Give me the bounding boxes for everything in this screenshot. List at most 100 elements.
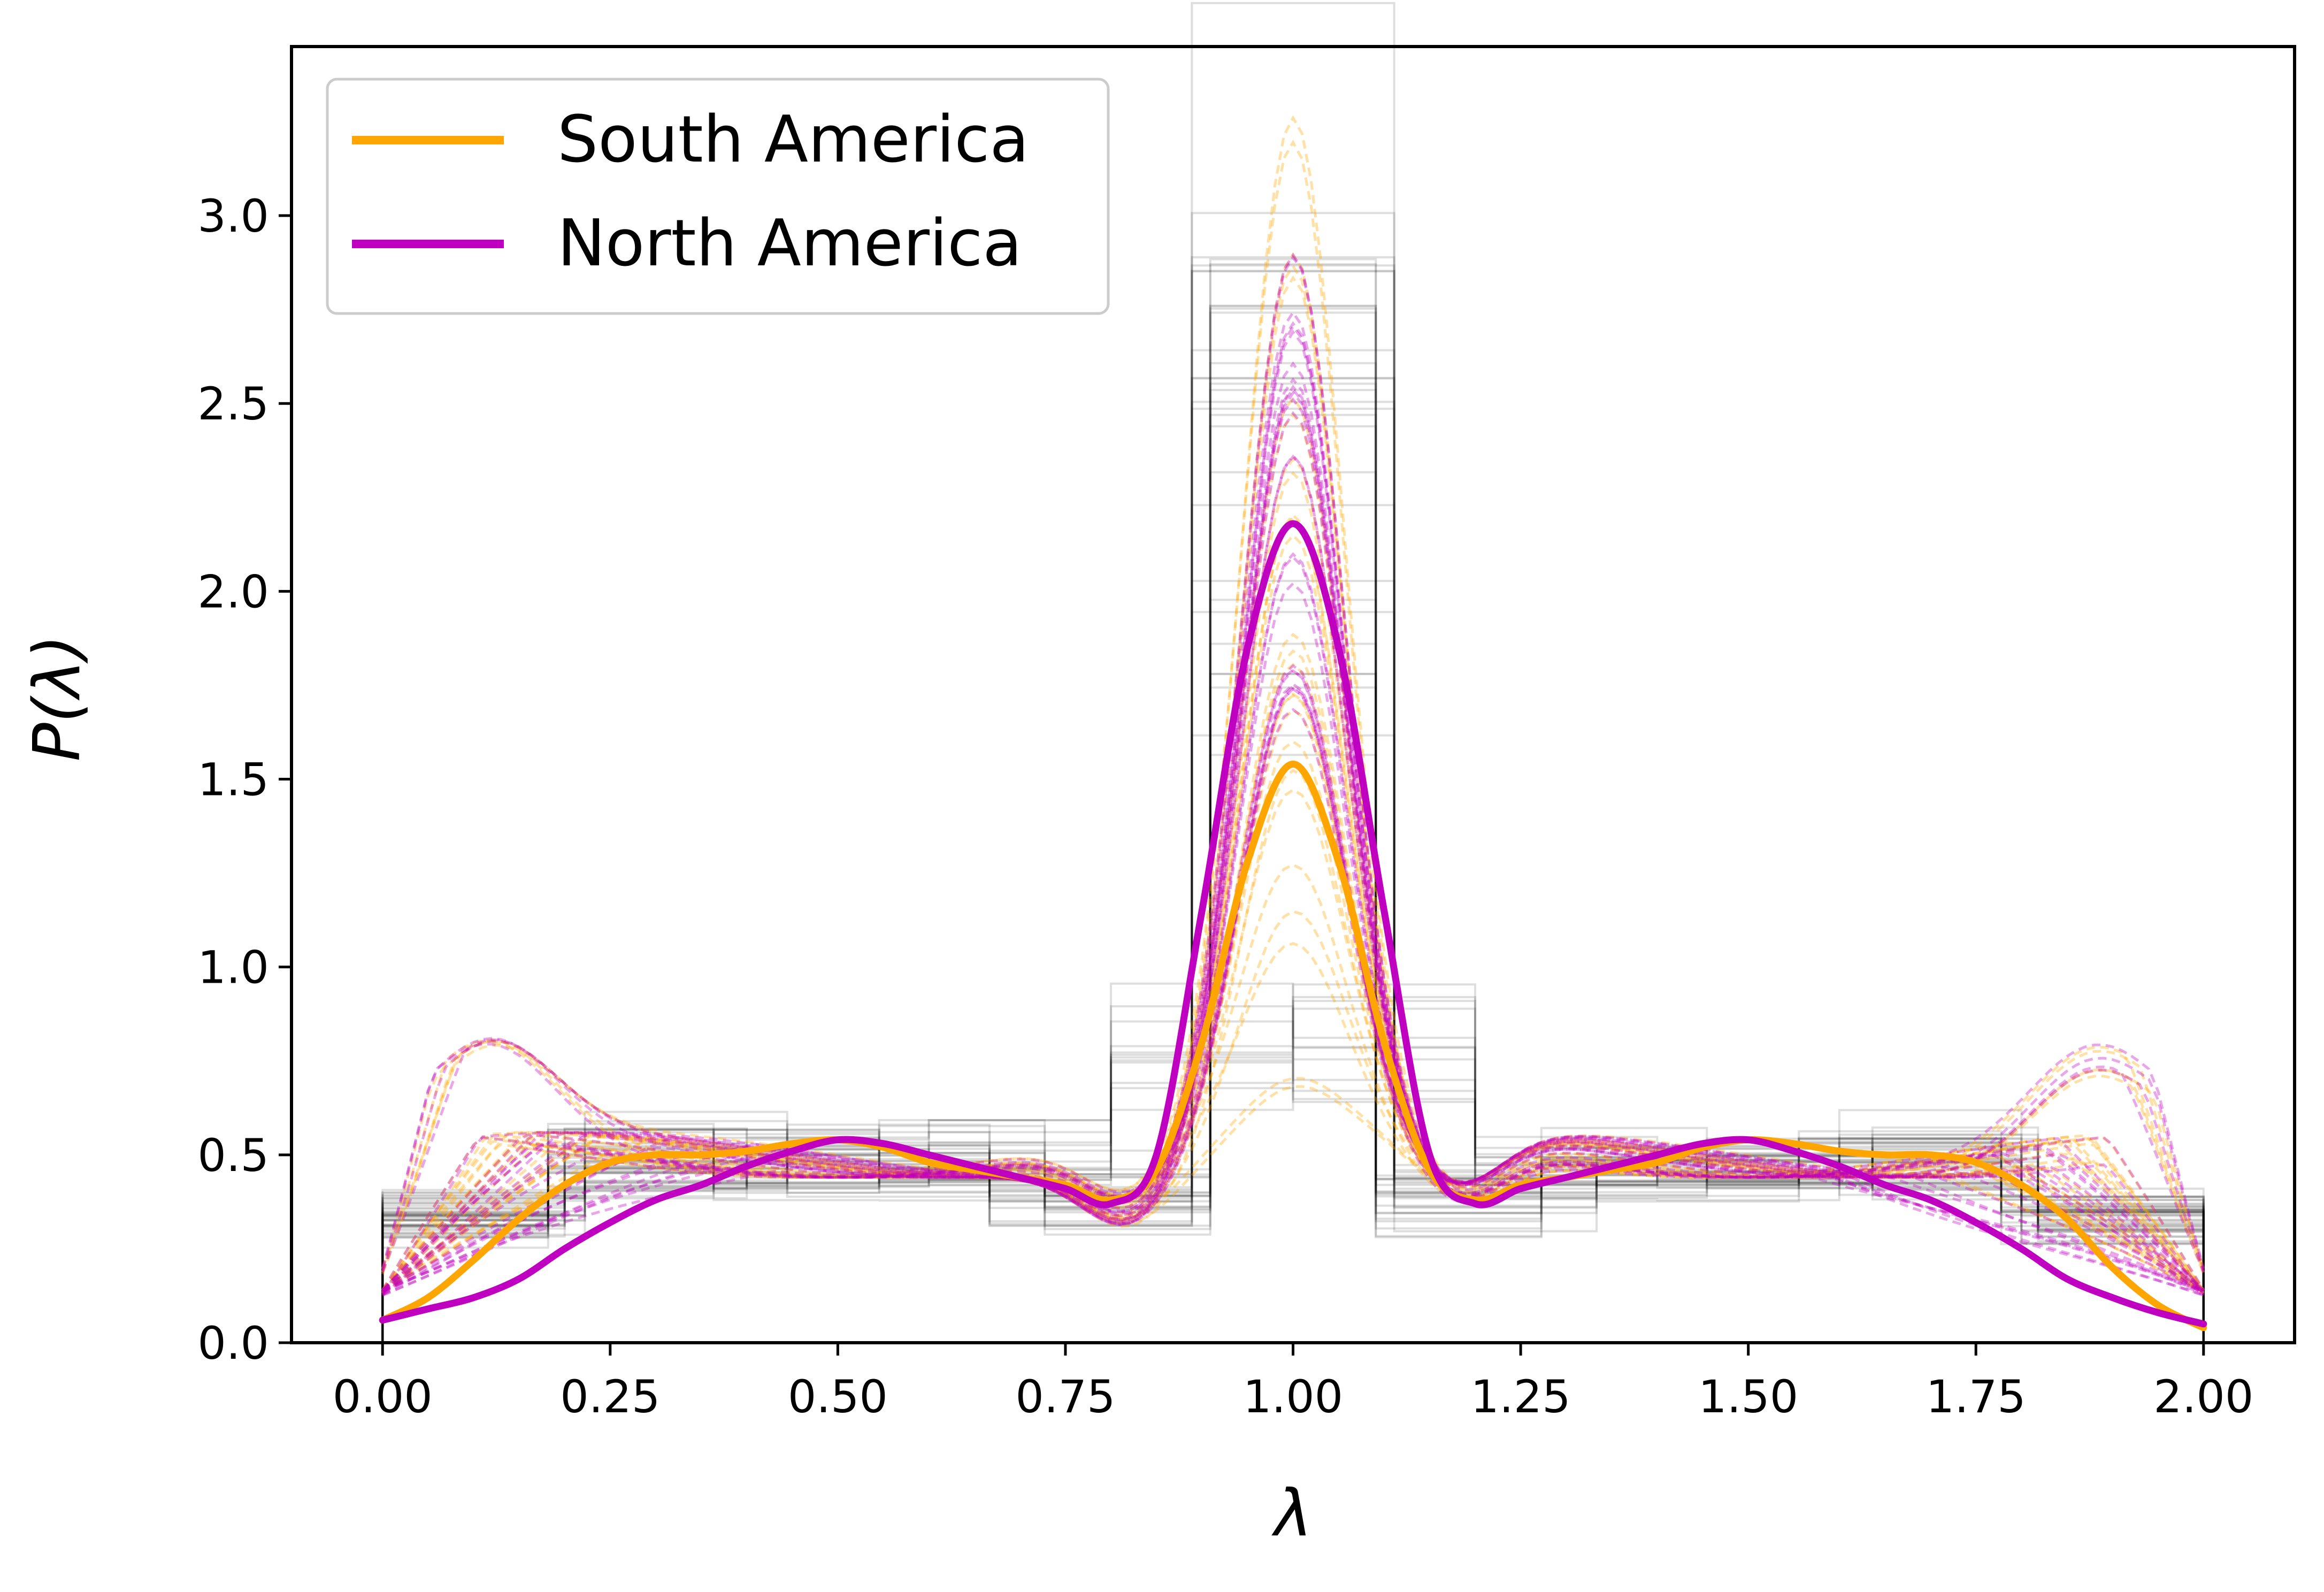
background-histogram	[381, 264, 2205, 1343]
x-tick-label: 1.50	[1698, 1371, 1798, 1423]
background-curve	[381, 863, 2205, 1291]
background-curve	[381, 555, 2205, 1291]
x-tick-label: 1.75	[1926, 1371, 2026, 1423]
background-curve	[382, 687, 2204, 1296]
background-curve	[381, 1077, 2205, 1294]
background-curve	[381, 384, 2205, 1297]
y-axis-ticks: 0.0 0.5 1.0 1.5 2.0 2.5 3.0	[197, 190, 292, 1369]
y-tick-label: 3.0	[197, 190, 269, 242]
background-curve	[381, 471, 2205, 1295]
y-tick-label: 1.5	[197, 754, 269, 806]
background-curve	[381, 682, 2205, 1273]
background-curve	[382, 391, 2204, 1297]
x-axis-label: λ	[1271, 1476, 1312, 1551]
background-curve	[381, 788, 2205, 1291]
background-histogram	[381, 256, 2205, 1343]
legend-label-north-america: North America	[557, 206, 1022, 281]
background-curve	[381, 255, 2204, 1293]
background-curve	[381, 252, 2205, 1291]
background-curve	[381, 275, 2205, 1294]
background-histogram	[381, 673, 2205, 1343]
y-tick-label: 1.0	[197, 942, 269, 994]
background-histogram	[381, 1053, 2205, 1343]
background-curve	[381, 942, 2205, 1291]
x-tick-label: 2.00	[2153, 1371, 2253, 1423]
plot-frame	[290, 45, 2296, 1344]
background-curve	[381, 252, 2205, 1291]
background-curve	[381, 310, 2205, 1291]
background-histogram	[381, 1000, 2205, 1343]
background-curves	[381, 115, 2205, 1297]
background-curve	[381, 115, 2205, 1293]
background-histogram	[381, 311, 2205, 1343]
background-curve	[381, 454, 2205, 1292]
background-curve	[381, 649, 2205, 1273]
background-curve	[381, 663, 2205, 1291]
background-histogram	[381, 580, 2205, 1343]
x-tick-label: 0.50	[788, 1371, 888, 1423]
background-curve	[381, 361, 2205, 1269]
background-curve	[381, 377, 2205, 1294]
background-curve	[381, 321, 2205, 1295]
background-curve	[381, 687, 2205, 1294]
background-curve	[381, 397, 2205, 1291]
x-axis-ticks: 0.00 0.25 0.50 0.75 1.00 1.25 1.50 1.75 2.00	[333, 1343, 2253, 1423]
y-tick-label: 2.5	[197, 378, 269, 430]
background-curve	[382, 684, 2204, 1294]
background-histogram	[381, 382, 2205, 1343]
x-tick-label: 0.25	[560, 1371, 660, 1423]
background-curve	[381, 692, 2205, 1295]
legend: South America North America	[326, 78, 1110, 315]
background-histogram	[381, 270, 2205, 1343]
background-curve	[381, 668, 2205, 1291]
background-curve	[381, 1039, 2205, 1273]
background-histogram	[381, 1045, 2205, 1343]
background-histogram	[381, 305, 2205, 1343]
background-histogram	[381, 996, 2205, 1343]
x-tick-label: 0.00	[333, 1371, 433, 1423]
y-axis-label: P(λ)	[20, 634, 95, 761]
y-tick-label: 0.0	[197, 1317, 269, 1369]
background-curve	[382, 330, 2204, 1297]
background-curve	[382, 552, 2204, 1293]
series-line-south-america	[379, 760, 2207, 1331]
background-histogram	[381, 401, 2205, 1343]
background-curve	[381, 263, 2205, 1291]
background-curve	[382, 664, 2204, 1293]
background-curve	[381, 769, 2205, 1275]
background-histogram	[381, 982, 2205, 1343]
background-curve	[381, 411, 2205, 1273]
background-curve	[381, 454, 2205, 1270]
x-tick-label: 0.75	[1015, 1371, 1115, 1423]
x-tick-label: 1.00	[1243, 1371, 1343, 1423]
background-curve	[381, 581, 2205, 1291]
background-histogram	[381, 258, 2205, 1343]
background-histogram	[381, 1087, 2205, 1343]
y-tick-label: 2.0	[197, 565, 269, 618]
background-curve	[381, 533, 2205, 1292]
background-curve	[381, 139, 2205, 1291]
background-curve	[381, 669, 2205, 1296]
background-histogram	[381, 362, 2205, 1343]
legend-box	[326, 78, 1110, 315]
background-histogram	[381, 212, 2205, 1343]
background-histogram	[381, 734, 2205, 1343]
background-histograms	[381, 2, 2205, 1343]
background-histogram	[381, 754, 2205, 1343]
background-histogram	[381, 983, 2205, 1343]
background-histogram	[381, 1058, 2205, 1343]
background-histogram	[381, 1007, 2205, 1343]
background-curve	[381, 910, 2205, 1295]
background-histogram	[381, 377, 2205, 1343]
background-histogram	[381, 349, 2205, 1343]
background-curve	[381, 457, 2205, 1294]
background-histogram	[381, 672, 2205, 1343]
background-curve	[381, 632, 2205, 1295]
background-histogram	[381, 471, 2205, 1343]
background-curve	[381, 693, 2205, 1291]
series-line-north-america	[379, 520, 2207, 1328]
background-curve	[381, 708, 2205, 1291]
background-histogram	[381, 377, 2205, 1343]
